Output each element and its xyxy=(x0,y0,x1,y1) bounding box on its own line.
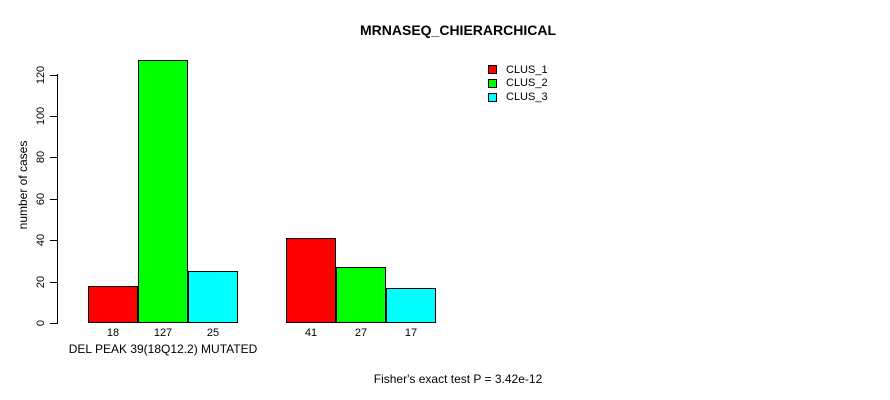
bar-value-label: 25 xyxy=(206,327,220,339)
x-axis-group-label: DEL PEAK 39(18Q12.2) MUTATED xyxy=(68,342,258,356)
legend-swatch-icon xyxy=(488,78,497,88)
bar-clus_3 xyxy=(188,271,238,323)
y-axis-tick xyxy=(50,281,57,283)
bar-clus_1 xyxy=(286,238,336,323)
legend-entry-clus_1: CLUS_1 xyxy=(488,63,548,76)
bar-clus_2 xyxy=(138,60,188,323)
y-tick-label: 80 xyxy=(35,151,47,164)
y-axis-line xyxy=(57,74,58,324)
bar-value-label: 17 xyxy=(404,327,418,339)
legend-swatch-icon xyxy=(488,65,497,74)
bar-value-label: 27 xyxy=(354,327,368,339)
bar-clus_1 xyxy=(88,285,138,323)
y-axis-tick xyxy=(50,116,57,117)
y-tick-label: 40 xyxy=(35,234,47,247)
y-axis-tick xyxy=(50,323,57,324)
y-tick-label: 60 xyxy=(35,192,47,205)
chart-title: MRNASEQ_CHIERARCHICAL xyxy=(359,22,557,38)
y-axis-tick xyxy=(50,157,57,159)
y-axis-tick xyxy=(50,240,57,242)
y-axis-tick xyxy=(50,198,57,200)
y-axis-tick xyxy=(50,74,57,76)
legend-entry-clus_2: CLUS_2 xyxy=(488,77,548,90)
y-tick-label: 120 xyxy=(35,65,47,84)
bar-clus_3 xyxy=(386,287,436,323)
legend-label: CLUS_2 xyxy=(506,77,548,90)
bar-value-label: 18 xyxy=(106,327,120,339)
y-tick-label: 100 xyxy=(35,106,47,126)
y-tick-label: 20 xyxy=(35,275,47,288)
legend-swatch-icon xyxy=(488,92,497,102)
y-axis-title: number of cases xyxy=(16,140,30,230)
legend-label: CLUS_1 xyxy=(506,63,548,76)
y-tick-label: 0 xyxy=(35,319,47,327)
bar-value-label: 41 xyxy=(304,327,318,339)
fisher-test-annotation: Fisher's exact test P = 3.42e-12 xyxy=(373,372,543,386)
bar-value-label: 127 xyxy=(153,327,173,339)
legend-label: CLUS_3 xyxy=(506,91,548,104)
legend-entry-clus_3: CLUS_3 xyxy=(488,91,548,104)
bar-clus_2 xyxy=(336,267,386,323)
